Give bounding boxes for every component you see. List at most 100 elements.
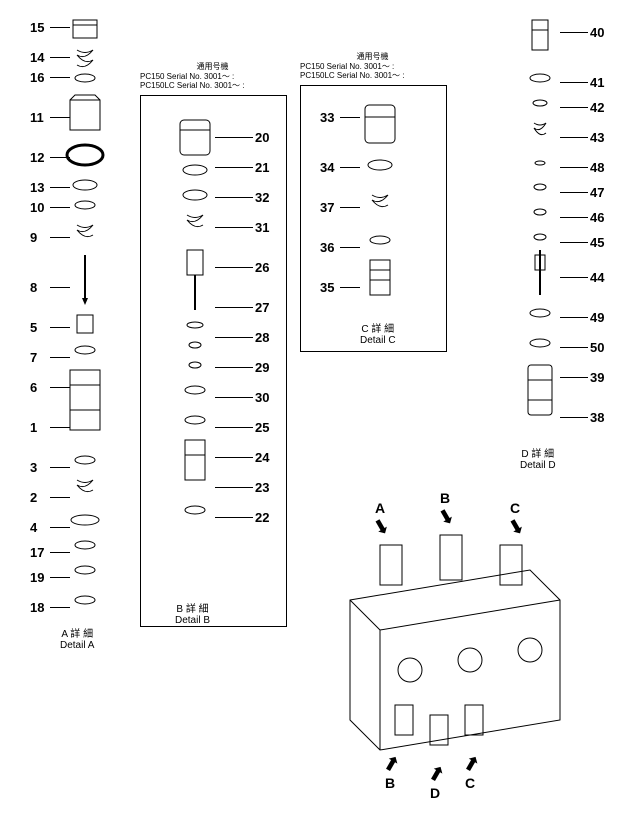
arrow-label-bottom-C: C: [465, 775, 475, 791]
callout-25: 25: [255, 420, 269, 435]
header-b-line3: PC150LC Serial No. 3001～ :: [140, 81, 285, 91]
callout-9: 9: [30, 230, 37, 245]
callout-8: 8: [30, 280, 37, 295]
callout-1: 1: [30, 420, 37, 435]
callout-6: 6: [30, 380, 37, 395]
column-d-parts: [510, 15, 570, 445]
detail-c-jp: C 詳 細: [360, 320, 396, 335]
callout-line-31: [215, 227, 253, 228]
callout-7: 7: [30, 350, 37, 365]
callout-line-35: [340, 287, 360, 288]
callout-40: 40: [590, 25, 604, 40]
callout-line-2: [50, 497, 70, 498]
callout-4: 4: [30, 520, 37, 535]
callout-19: 19: [30, 570, 44, 585]
callout-35: 35: [320, 280, 334, 295]
callout-line-42: [560, 107, 588, 108]
header-c: 通用号機 PC150 Serial No. 3001～ : PC150LC Se…: [300, 52, 445, 81]
callout-line-30: [215, 397, 253, 398]
callout-17: 17: [30, 545, 44, 560]
callout-line-10: [50, 207, 70, 208]
callout-line-48: [560, 167, 588, 168]
detail-a-en: Detail A: [60, 640, 94, 651]
arrow-label-top-A: A: [375, 500, 385, 516]
callout-12: 12: [30, 150, 44, 165]
header-c-line1: 通用号機: [300, 52, 445, 62]
callout-20: 20: [255, 130, 269, 145]
callout-28: 28: [255, 330, 269, 345]
header-c-line3: PC150LC Serial No. 3001～ :: [300, 71, 445, 81]
callout-11: 11: [30, 110, 44, 125]
callout-14: 14: [30, 50, 44, 65]
callout-39: 39: [590, 370, 604, 385]
callout-42: 42: [590, 100, 604, 115]
callout-line-16: [50, 77, 70, 78]
callout-13: 13: [30, 180, 44, 195]
callout-line-13: [50, 187, 70, 188]
callout-24: 24: [255, 450, 269, 465]
header-b: 通用号機 PC150 Serial No. 3001～ : PC150LC Se…: [140, 62, 285, 91]
callout-line-21: [215, 167, 253, 168]
detail-a-label: A 詳 細 Detail A: [60, 625, 94, 651]
detail-c-label: C 詳 細 Detail C: [360, 320, 396, 346]
callout-line-24: [215, 457, 253, 458]
callout-line-29: [215, 367, 253, 368]
callout-line-36: [340, 247, 360, 248]
callout-line-43: [560, 137, 588, 138]
callout-line-40: [560, 32, 588, 33]
callout-22: 22: [255, 510, 269, 525]
callout-line-23: [215, 487, 253, 488]
callout-38: 38: [590, 410, 604, 425]
callout-line-15: [50, 27, 70, 28]
callout-16: 16: [30, 70, 44, 85]
callout-30: 30: [255, 390, 269, 405]
callout-line-6: [50, 387, 70, 388]
header-b-line2: PC150 Serial No. 3001～ :: [140, 72, 285, 82]
callout-line-39: [560, 377, 588, 378]
callout-41: 41: [590, 75, 604, 90]
header-b-line1: 通用号機: [140, 62, 285, 72]
callout-line-19: [50, 577, 70, 578]
callout-line-4: [50, 527, 70, 528]
detail-b-jp: B 詳 細: [175, 600, 210, 615]
callout-line-38: [560, 417, 588, 418]
callout-line-8: [50, 287, 70, 288]
callout-line-49: [560, 317, 588, 318]
main-valve-assembly: [330, 520, 580, 780]
callout-49: 49: [590, 310, 604, 325]
callout-3: 3: [30, 460, 37, 475]
callout-line-1: [50, 427, 70, 428]
callout-line-5: [50, 327, 70, 328]
column-b-parts: [165, 110, 225, 560]
column-c-parts: [350, 95, 410, 325]
callout-line-28: [215, 337, 253, 338]
callout-50: 50: [590, 340, 604, 355]
callout-line-20: [215, 137, 253, 138]
detail-d-label: D 詳 細 Detail D: [520, 445, 556, 471]
callout-31: 31: [255, 220, 269, 235]
callout-46: 46: [590, 210, 604, 225]
callout-line-11: [50, 117, 70, 118]
callout-32: 32: [255, 190, 269, 205]
callout-line-12: [50, 157, 70, 158]
callout-23: 23: [255, 480, 269, 495]
callout-line-9: [50, 237, 70, 238]
callout-line-50: [560, 347, 588, 348]
callout-line-44: [560, 277, 588, 278]
callout-47: 47: [590, 185, 604, 200]
callout-10: 10: [30, 200, 44, 215]
callout-43: 43: [590, 130, 604, 145]
arrow-label-bottom-D: D: [430, 785, 440, 801]
callout-line-32: [215, 197, 253, 198]
callout-line-37: [340, 207, 360, 208]
callout-18: 18: [30, 600, 44, 615]
callout-line-45: [560, 242, 588, 243]
detail-c-en: Detail C: [360, 335, 396, 346]
callout-line-27: [215, 307, 253, 308]
callout-line-26: [215, 267, 253, 268]
callout-29: 29: [255, 360, 269, 375]
column-a-parts: [55, 15, 115, 615]
callout-37: 37: [320, 200, 334, 215]
callout-line-14: [50, 57, 70, 58]
callout-line-34: [340, 167, 360, 168]
